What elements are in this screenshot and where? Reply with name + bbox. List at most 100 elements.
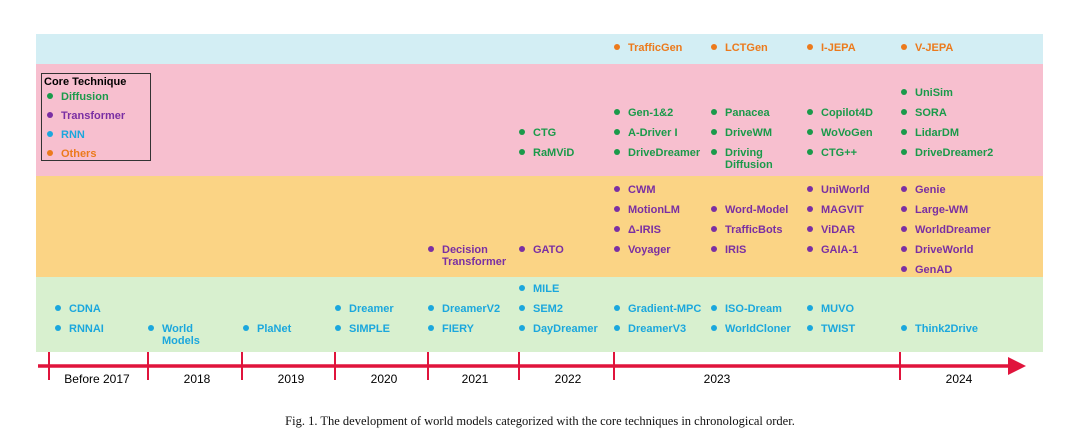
bullet-icon — [807, 149, 813, 155]
bullet-icon — [614, 186, 620, 192]
legend: Core Technique Diffusion Transformer RNN Ot… — [41, 73, 151, 161]
model-sem2: SEM2 — [519, 303, 563, 315]
model-a-driver-i: A-Driver I — [614, 127, 678, 139]
model-label: Δ-IRIS — [628, 224, 661, 236]
bullet-icon — [711, 44, 717, 50]
bullet-icon — [901, 186, 907, 192]
model-daydreamer: DayDreamer — [519, 323, 598, 335]
model-label: Large-WM — [915, 204, 969, 216]
model-label: Decision Transformer — [442, 244, 507, 268]
model-label: Think2Drive — [915, 323, 978, 335]
model-worldcloner: WorldCloner — [711, 323, 791, 335]
bullet-icon — [614, 149, 620, 155]
year-label-2019: 2019 — [277, 372, 305, 386]
band-rnn — [36, 277, 1043, 352]
model-label: World Models — [162, 323, 200, 347]
legend-entry-diffusion: Diffusion — [47, 91, 109, 103]
model-decision-transformer: Decision Transformer — [428, 244, 506, 268]
bullet-icon — [243, 325, 249, 331]
model-label: CWM — [628, 184, 656, 196]
model-label: LCTGen — [725, 42, 768, 54]
bullet-icon — [335, 325, 341, 331]
legend-swatch-icon — [47, 93, 53, 99]
model-driveworld: DriveWorld — [901, 244, 973, 256]
bullet-icon — [711, 246, 717, 252]
year-label-2021: 2021 — [461, 372, 489, 386]
model-lctgen: LCTGen — [711, 42, 768, 54]
legend-entry-rnn: RNN — [47, 129, 85, 141]
bullet-icon — [519, 246, 525, 252]
model-label: TWIST — [821, 323, 856, 335]
legend-label: Others — [61, 148, 97, 160]
model-gen-1-2: Gen-1&2 — [614, 107, 673, 119]
bullet-icon — [807, 109, 813, 115]
bullet-icon — [807, 246, 813, 252]
model-genie: Genie — [901, 184, 946, 196]
year-label-2020: 2020 — [370, 372, 398, 386]
bullet-icon — [428, 305, 434, 311]
model-magvit: MAGVIT — [807, 204, 864, 216]
bullet-icon — [519, 305, 525, 311]
model-label: Dreamer — [349, 303, 394, 315]
model-driving-diffusion: Driving Diffusion — [711, 147, 773, 171]
model-label: Gradient-MPC — [628, 303, 702, 315]
bullet-icon — [711, 206, 717, 212]
band-diffusion — [36, 64, 1043, 176]
model-v-jepa: V-JEPA — [901, 42, 953, 54]
model-label: Genie — [915, 184, 946, 196]
bullet-icon — [614, 325, 620, 331]
year-label-2022: 2022 — [554, 372, 582, 386]
model-label: PlaNet — [257, 323, 292, 335]
model-label: RaMViD — [533, 147, 575, 159]
bullet-icon — [901, 129, 907, 135]
model-label: SORA — [915, 107, 947, 119]
legend-entry-transformer: Transformer — [47, 110, 125, 122]
model-label: MotionLM — [628, 204, 680, 216]
model-label: DriveWM — [725, 127, 773, 139]
bullet-icon — [711, 305, 717, 311]
bullet-icon — [614, 206, 620, 212]
model-worlddreamer: WorldDreamer — [901, 224, 991, 236]
model-label: DriveDreamer2 — [915, 147, 994, 159]
bullet-icon — [807, 305, 813, 311]
model-motionlm: MotionLM — [614, 204, 680, 216]
bullet-icon — [901, 89, 907, 95]
timeline-arrowhead — [1008, 357, 1026, 375]
model-mile: MILE — [519, 283, 559, 295]
model-drivedreamer: DriveDreamer — [614, 147, 700, 159]
model-label: RNNAI — [69, 323, 104, 335]
model-label: MUVO — [821, 303, 854, 315]
model-label: IRIS — [725, 244, 747, 256]
model-label: I-JEPA — [821, 42, 856, 54]
bullet-icon — [901, 206, 907, 212]
bullet-icon — [55, 325, 61, 331]
model-label: DayDreamer — [533, 323, 598, 335]
bullet-icon — [428, 325, 434, 331]
year-label-2024: 2024 — [945, 372, 973, 386]
year-label-2018: 2018 — [183, 372, 211, 386]
model-rnnai: RNNAI — [55, 323, 104, 335]
bullet-icon — [55, 305, 61, 311]
model-dreamerv3: DreamerV3 — [614, 323, 686, 335]
bullet-icon — [335, 305, 341, 311]
model-iso-dream: ISO-Dream — [711, 303, 782, 315]
bullet-icon — [901, 325, 907, 331]
model-label: Voyager — [628, 244, 671, 256]
model-trafficgen: TrafficGen — [614, 42, 682, 54]
model-label: UniSim — [915, 87, 953, 99]
model-label: WorldCloner — [725, 323, 791, 335]
bullet-icon — [519, 129, 525, 135]
bullet-icon — [807, 186, 813, 192]
figure-caption: Fig. 1. The development of world models … — [285, 414, 795, 428]
model-label: Driving Diffusion — [725, 147, 773, 171]
model-label: ISO-Dream — [725, 303, 782, 315]
legend-swatch-icon — [47, 131, 53, 137]
model-think2drive: Think2Drive — [901, 323, 978, 335]
model-label: WorldDreamer — [915, 224, 991, 236]
legend-label: Transformer — [61, 110, 126, 122]
bullet-icon — [901, 266, 907, 272]
model-ramvid: RaMViD — [519, 147, 574, 159]
model-world-models: World Models — [148, 323, 200, 347]
model-iris: Δ-IRIS — [614, 224, 661, 236]
model-label: SIMPLE — [349, 323, 390, 335]
